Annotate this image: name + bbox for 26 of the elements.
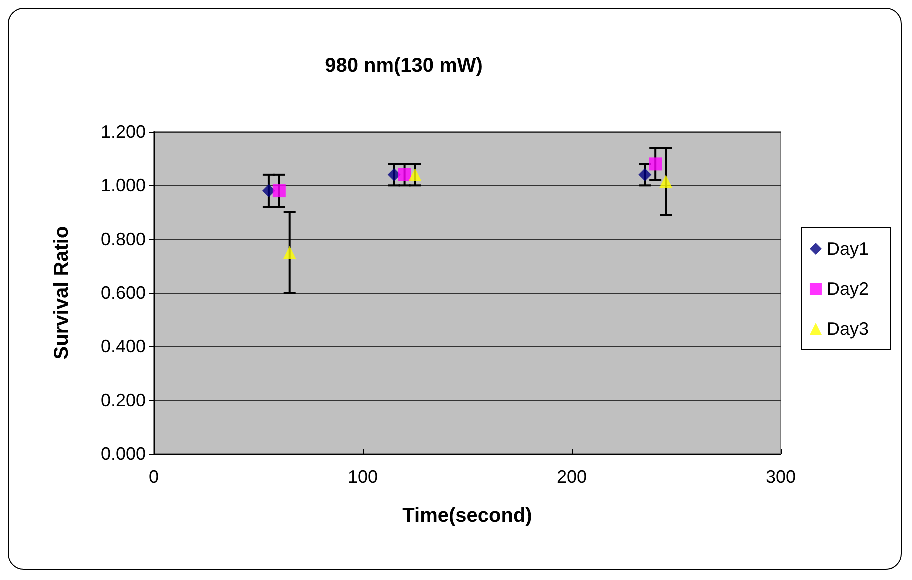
x-tick-label: 0 (148, 467, 160, 487)
x-tick-label: 100 (348, 467, 378, 487)
x-tick-label: 300 (766, 467, 796, 487)
y-tick-label: 0.800 (100, 229, 146, 250)
legend-label: Day2 (826, 279, 870, 299)
y-tick-label: 0.400 (100, 336, 146, 357)
point (398, 168, 412, 182)
point (660, 175, 673, 188)
point (638, 168, 652, 182)
y-axis-title: Survival Ratio (51, 226, 73, 360)
point (388, 168, 401, 182)
y-tick-label: 1.200 (100, 122, 146, 142)
legend-label: Day3 (826, 319, 870, 339)
point (283, 246, 296, 260)
y-tick-label: 0.600 (100, 283, 146, 303)
point (408, 168, 422, 182)
chart-title: 980 nm(130 mW) (325, 55, 483, 77)
point (272, 184, 286, 198)
x-axis-title: Time(second) (402, 505, 532, 527)
x-tick-label: 200 (556, 467, 588, 487)
point (649, 158, 662, 171)
y-tick-label: 0.000 (100, 444, 146, 464)
point (262, 184, 276, 198)
y-tick-label: 1.000 (100, 176, 146, 196)
y-tick-label: 0.200 (100, 390, 146, 410)
legend-label: Day1 (826, 239, 870, 259)
